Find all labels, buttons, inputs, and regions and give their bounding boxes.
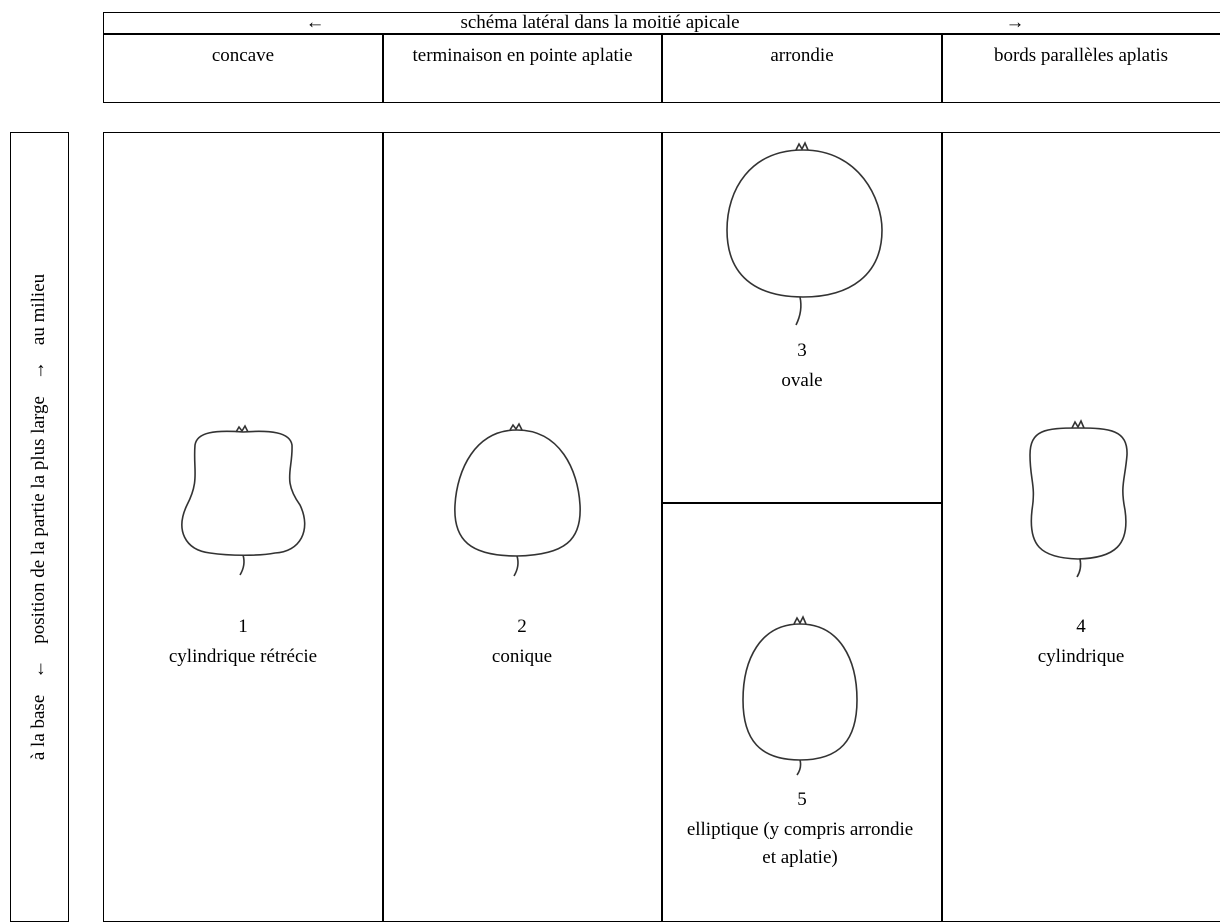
- shape-name: conique: [491, 646, 553, 667]
- fruit-3: [726, 141, 883, 326]
- fruit-1: [181, 424, 306, 576]
- fruit-2: [454, 422, 581, 577]
- column-cell: [103, 33, 384, 103]
- column-label: terminaison en pointe aplatie: [412, 45, 633, 66]
- column-label: arrondie: [770, 45, 834, 66]
- shape-name: ovale: [781, 370, 823, 391]
- shape-number: 2: [517, 616, 527, 637]
- arrow: ←: [305, 12, 325, 33]
- grid-cell: [661, 132, 943, 504]
- fruit-drawings: [181, 141, 1128, 776]
- fruit-5: [742, 615, 858, 776]
- column-label: concave: [211, 45, 275, 66]
- shape-name: cylindrique: [1037, 646, 1125, 667]
- column-cell: [382, 33, 663, 103]
- shape-number: 4: [1076, 616, 1086, 637]
- fruit-4: [1029, 419, 1128, 578]
- shape-name: elliptique (y compris arrondie et aplati…: [686, 819, 914, 868]
- column-label: bords parallèles aplatis: [993, 45, 1169, 66]
- page: ← schéma latéral dans la moitié apicale …: [10, 12, 1220, 922]
- column-cell: [941, 33, 1220, 103]
- shape-number: 3: [797, 340, 807, 361]
- header-title: schéma latéral dans la moitié apicale: [460, 12, 740, 33]
- arrow: →: [1005, 12, 1025, 33]
- shape-number: 5: [797, 789, 807, 810]
- column-cell: [661, 33, 943, 103]
- shape-number: 1: [238, 616, 248, 637]
- shape-name: cylindrique rétrécie: [168, 646, 318, 667]
